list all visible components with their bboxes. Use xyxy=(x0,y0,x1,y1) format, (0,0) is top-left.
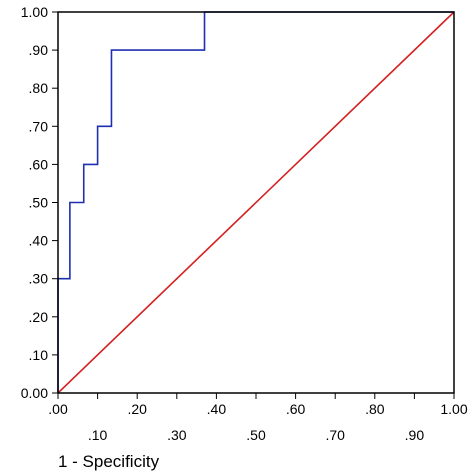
y-tick-label: .40 xyxy=(29,233,49,249)
y-tick-label: .60 xyxy=(29,156,49,172)
plot-marks xyxy=(57,11,455,394)
y-tick-label: .90 xyxy=(29,42,49,58)
x-tick-label-upper: .20 xyxy=(127,401,147,417)
x-tick-label-upper: .60 xyxy=(286,401,306,417)
y-tick-label: .70 xyxy=(29,118,49,134)
x-tick-label-upper: .80 xyxy=(365,401,385,417)
x-axis-title: 1 - Specificity xyxy=(58,452,160,471)
reference-diagonal-line xyxy=(57,11,455,394)
y-tick-label: .30 xyxy=(29,271,49,287)
x-tick-label-lower: .10 xyxy=(88,427,108,443)
x-tick-label-upper: .40 xyxy=(207,401,227,417)
y-tick-label: .10 xyxy=(29,347,49,363)
y-tick-label: .80 xyxy=(29,80,49,96)
x-tick-label-lower: .70 xyxy=(325,427,345,443)
y-tick-label: .20 xyxy=(29,309,49,325)
y-tick-label: 0.00 xyxy=(21,385,48,401)
x-axis: .00 .20 .40 .60 .80 1.00 .10 .30 .50 .70 .90 xyxy=(48,393,468,443)
x-tick-label-upper: 1.00 xyxy=(440,401,467,417)
y-axis: 0.00 .10 .20 .30 .40 .50 .60 .70 .80 .90 1.00 xyxy=(21,4,58,401)
x-tick-label-lower: .90 xyxy=(405,427,425,443)
roc-curve-line xyxy=(57,11,454,393)
y-tick-label: 1.00 xyxy=(21,4,48,20)
x-tick-label-upper: .00 xyxy=(48,401,68,417)
y-tick-label: .50 xyxy=(29,195,49,211)
x-tick-label-lower: .30 xyxy=(167,427,187,443)
x-tick-label-lower: .50 xyxy=(246,427,266,443)
